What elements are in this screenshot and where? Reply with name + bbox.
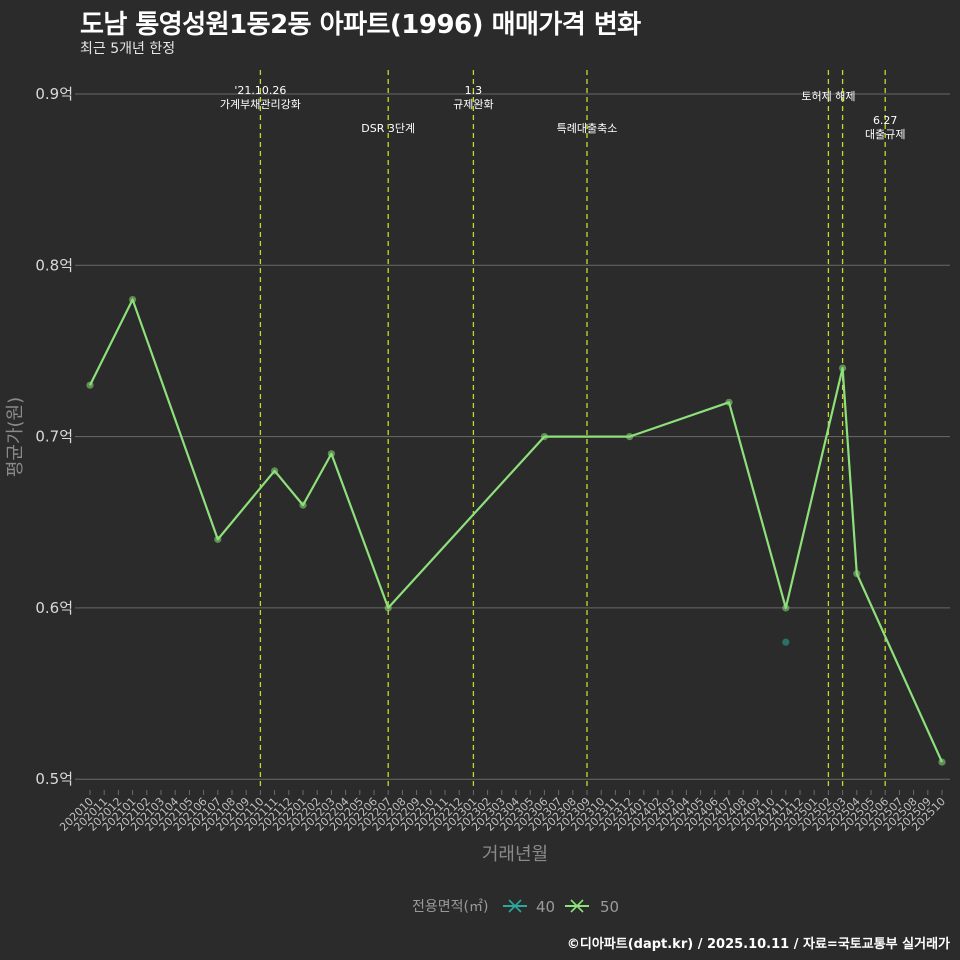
event-label-202506-0: 6.27 xyxy=(873,114,898,127)
data-point-50-202101[interactable] xyxy=(129,295,137,304)
legend-title: 전용면적(㎡) xyxy=(412,899,488,915)
legend-label-40: 40 xyxy=(536,898,555,916)
data-series xyxy=(86,295,946,766)
data-point-50-202207[interactable] xyxy=(384,604,392,612)
x-axis-title: 거래년월 xyxy=(482,844,548,865)
data-point-50-202503[interactable] xyxy=(839,364,847,372)
data-point-50-202306[interactable] xyxy=(540,433,549,441)
event-label-202110-0: '21.10.26 xyxy=(234,84,286,97)
data-point-50-202312[interactable] xyxy=(626,433,634,441)
y-tick-label-4: 0.9억 xyxy=(35,85,73,103)
y-tick-label-1: 0.6억 xyxy=(35,599,73,617)
data-point-50-202010[interactable] xyxy=(86,381,94,389)
legend-item-50[interactable]: 50 xyxy=(565,898,619,916)
event-label-202506-1: 대출규제 xyxy=(865,128,905,141)
event-label-202309-0: 특례대출축소 xyxy=(557,122,618,135)
legend-label-50: 50 xyxy=(600,898,619,916)
chart-subtitle: 최근 5개년 한정 xyxy=(80,41,176,57)
data-point-50-202504[interactable] xyxy=(853,570,861,578)
series-line-50 xyxy=(89,298,944,763)
source-caption: ©디아파트(dapt.kr) / 2025.10.11 / 자료=국토교통부 실… xyxy=(566,937,950,952)
legend-cross-50-b xyxy=(570,899,584,913)
gridlines xyxy=(80,93,950,780)
data-point-50-202510[interactable] xyxy=(938,758,946,766)
data-point-40-202411[interactable] xyxy=(782,638,790,646)
data-point-50-202407[interactable] xyxy=(725,398,733,406)
data-point-50-202107[interactable] xyxy=(214,535,222,543)
data-point-50-202201[interactable] xyxy=(299,501,307,509)
legend: 전용면적(㎡) 40 50 xyxy=(412,898,619,916)
y-tick-label-0: 0.5억 xyxy=(35,770,73,788)
event-label-202301-1: 규제완화 xyxy=(453,98,493,111)
y-axis-title: 평균가(원) xyxy=(5,397,26,477)
event-label-202110-1: 가계부채관리강화 xyxy=(220,98,301,111)
legend-cross-40-b xyxy=(508,899,522,913)
y-tick-label-2: 0.7억 xyxy=(35,428,73,446)
chart-title: 도남 통영성원1동2동 아파트(1996) 매매가격 변화 xyxy=(80,10,641,40)
y-axis: 0.5억 0.6억 0.7억 0.8억 0.9억 xyxy=(35,85,80,788)
event-label-202301-0: 1.3 xyxy=(465,84,483,97)
event-label-202207-0: DSR 3단계 xyxy=(361,122,415,135)
data-point-50-202411[interactable] xyxy=(782,604,790,612)
y-tick-label-3: 0.8억 xyxy=(35,256,73,274)
event-label-202502-0: 토허제 해제 xyxy=(801,89,855,103)
data-point-50-202111[interactable] xyxy=(271,467,279,475)
data-point-50-202203[interactable] xyxy=(327,450,335,458)
x-axis: 2020102020112020122021012021022021032021… xyxy=(57,790,948,834)
legend-item-40[interactable]: 40 xyxy=(503,898,555,916)
